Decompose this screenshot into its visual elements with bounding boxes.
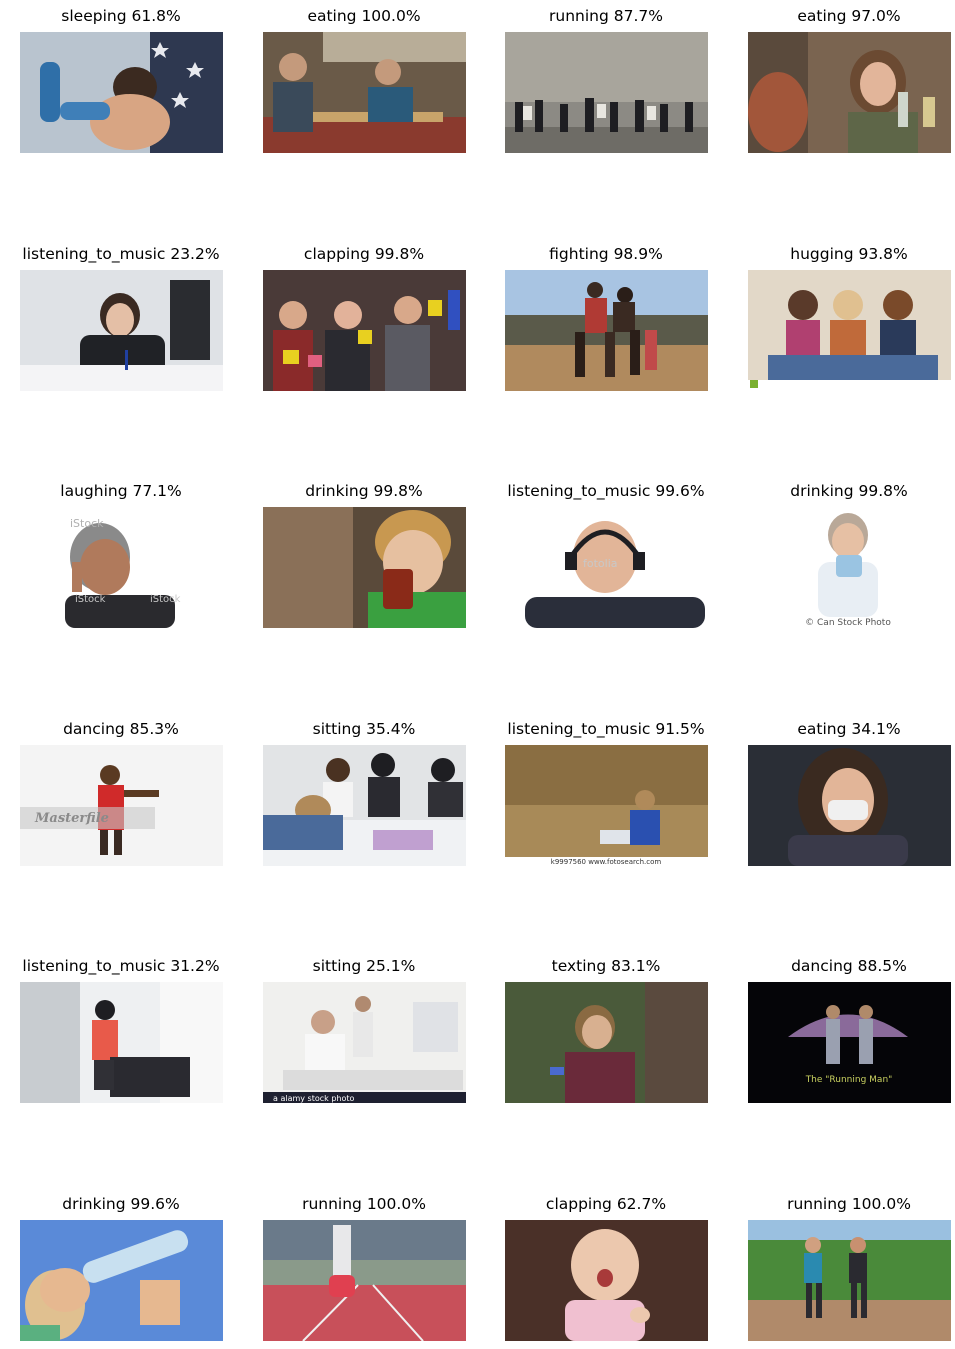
panel-caption: listening_to_music 31.2% [22,957,220,975]
panel-listening-to-music: listening_to_music 31.2% [0,952,242,1103]
panel-sleeping: sleeping 61.8% [0,2,242,153]
photo-eating [748,32,951,153]
panel-sitting: sitting 35.4% [243,715,485,866]
panel-caption: listening_to_music 91.5% [507,720,705,738]
panel-caption: eating 100.0% [307,7,421,25]
panel-listening-to-music: listening_to_music 91.5% k9997560 www.fo… [485,715,727,866]
panel-fighting: fighting 98.9% [485,240,727,391]
photo-texting [505,982,708,1103]
panel-caption: clapping 99.8% [303,245,425,263]
svg-text:iStock: iStock [75,594,106,605]
panel-laughing: laughing 77.1% iStock iStock iStock [0,477,242,628]
panel-caption: sleeping 61.8% [61,7,181,25]
photo-running [505,32,708,153]
photo-dancing: Masterfile [20,745,223,866]
panel-caption: listening_to_music 23.2% [22,245,220,263]
panel-caption: clapping 62.7% [545,1195,667,1213]
watermark: The "Running Man" [805,1075,893,1085]
panel-clapping: clapping 99.8% [243,240,485,391]
panel-eating: eating 97.0% [728,2,955,153]
photo-clapping [505,1220,708,1341]
photo-drinking [263,507,466,628]
panel-caption: eating 97.0% [797,7,901,25]
panel-drinking: drinking 99.8% [243,477,485,628]
photo-laughing: iStock iStock iStock [20,507,223,628]
photo-clapping [263,270,466,391]
panel-running: running 87.7% [485,2,727,153]
panel-running: running 100.0% [243,1190,485,1341]
panel-drinking: drinking 99.6% [0,1190,242,1341]
panel-listening-to-music: listening_to_music 23.2% [0,240,242,391]
photo-eating [748,745,951,866]
watermark: iStock [70,517,104,530]
svg-text:iStock: iStock [150,594,181,605]
panel-caption: fighting 98.9% [549,245,663,263]
photo-listening-to-music: k9997560 www.fotosearch.com [505,745,708,866]
panel-caption: hugging 93.8% [790,245,908,263]
photo-listening-to-music [20,982,223,1103]
panel-eating: eating 34.1% [728,715,955,866]
panel-caption: dancing 88.5% [791,957,907,975]
panel-dancing: dancing 88.5% The "Running Man" [728,952,955,1103]
photo-hugging [748,270,951,391]
photo-running [263,1220,466,1341]
photo-listening-to-music: fotolia [505,507,708,628]
panel-caption: dancing 85.3% [63,720,179,738]
panel-caption: sitting 35.4% [312,720,416,738]
panel-caption: running 87.7% [549,7,663,25]
panel-running: running 100.0% [728,1190,955,1341]
panel-dancing: dancing 85.3% Masterfile [0,715,242,866]
panel-eating: eating 100.0% [243,2,485,153]
photo-running [748,1220,951,1341]
panel-caption: running 100.0% [787,1195,911,1213]
watermark: © Can Stock Photo [805,618,891,628]
watermark: a alamy stock photo [273,1094,354,1103]
panel-caption: drinking 99.8% [790,482,908,500]
panel-drinking: drinking 99.8% © Can Stock Photo [728,477,955,628]
panel-caption: drinking 99.6% [62,1195,180,1213]
panel-hugging: hugging 93.8% [728,240,955,391]
panel-sitting: sitting 25.1% a alamy stock photo [243,952,485,1103]
watermark: fotolia [583,557,618,570]
photo-sleeping [20,32,223,153]
panel-texting: texting 83.1% [485,952,727,1103]
watermark: Masterfile [34,811,109,826]
panel-caption: sitting 25.1% [312,957,416,975]
photo-drinking: © Can Stock Photo [748,507,951,628]
photo-listening-to-music [20,270,223,391]
panel-caption: drinking 99.8% [305,482,423,500]
panel-caption: texting 83.1% [551,957,661,975]
photo-sitting [263,745,466,866]
panel-caption: laughing 77.1% [60,482,182,500]
watermark: k9997560 www.fotosearch.com [551,858,662,866]
photo-sitting: a alamy stock photo [263,982,466,1103]
photo-fighting [505,270,708,391]
panel-listening-to-music: listening_to_music 99.6% fotolia [485,477,727,628]
panel-caption: listening_to_music 99.6% [507,482,705,500]
photo-dancing: The "Running Man" [748,982,951,1103]
photo-drinking [20,1220,223,1341]
panel-caption: running 100.0% [302,1195,426,1213]
panel-caption: eating 34.1% [797,720,901,738]
panel-clapping: clapping 62.7% [485,1190,727,1341]
photo-eating [263,32,466,153]
